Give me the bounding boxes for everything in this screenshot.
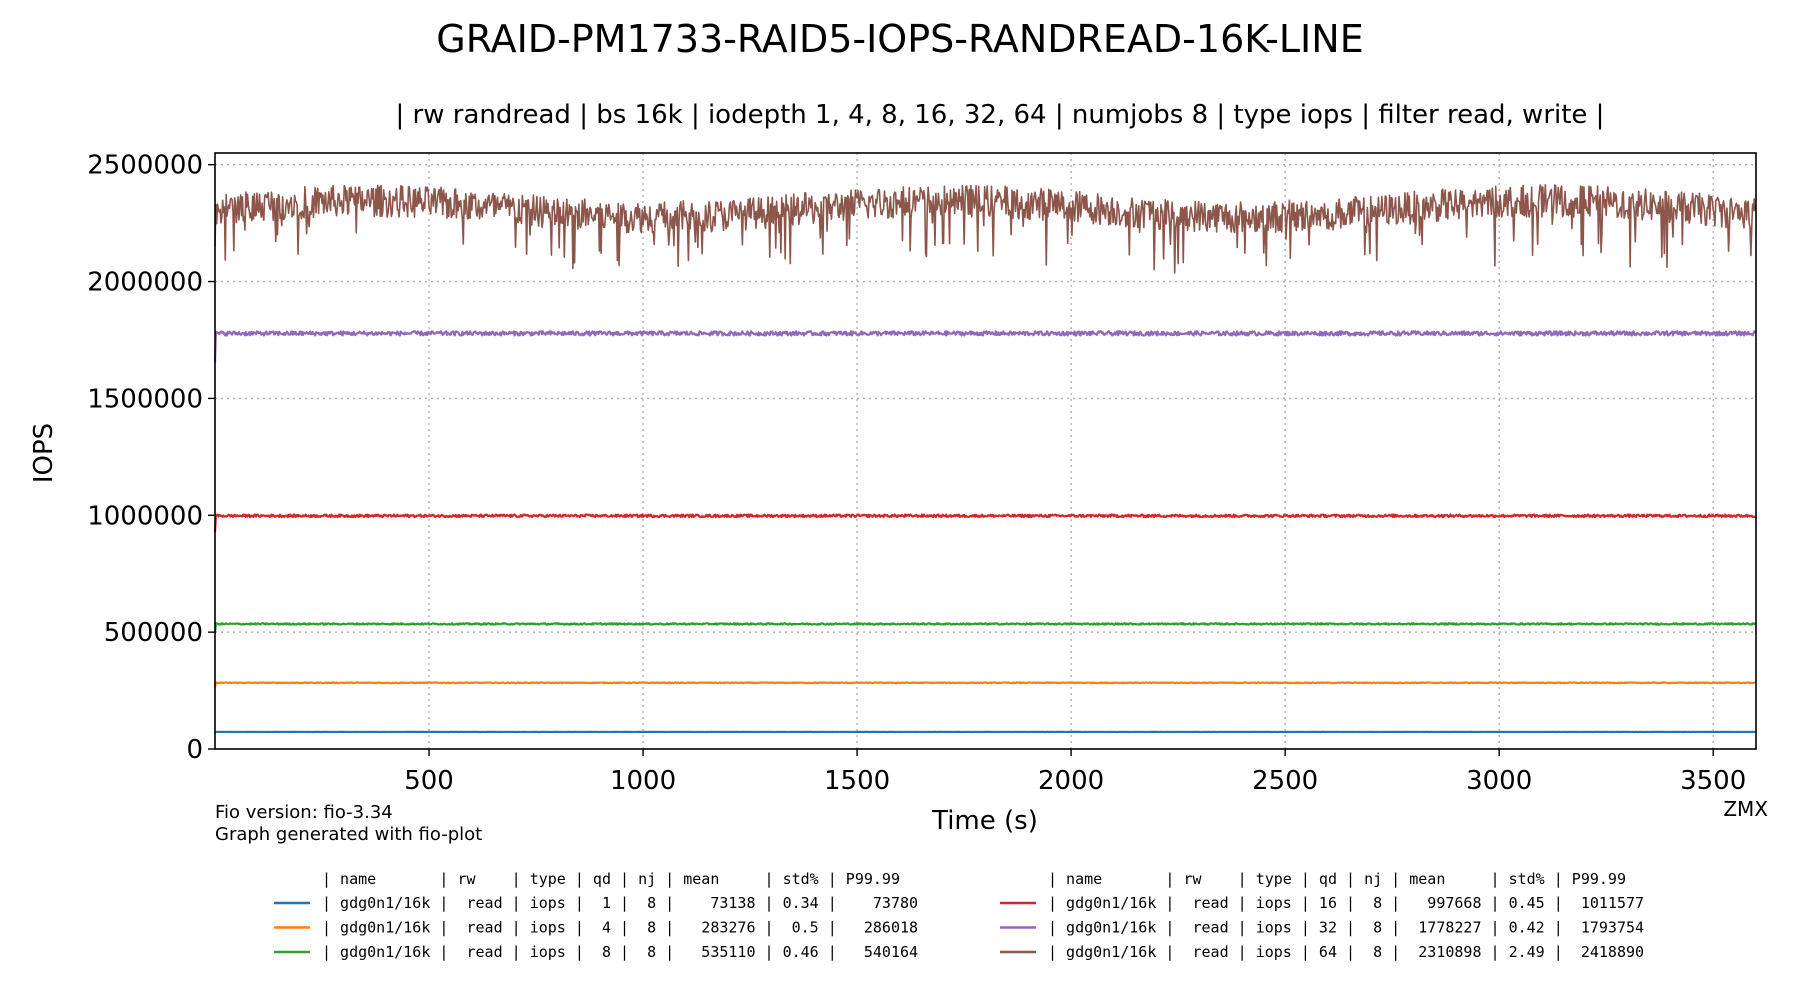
- series-line-3: [213, 513, 1757, 533]
- legend-row: | gdg0n1/16k | read | iops | 64 | 8 | 23…: [1048, 943, 1644, 961]
- legend-row: | gdg0n1/16k | read | iops | 1 | 8 | 731…: [322, 894, 918, 912]
- series-line-5: [214, 184, 1757, 274]
- y-tick-label: 0: [186, 735, 203, 765]
- y-tick-label: 1000000: [87, 501, 203, 531]
- x-tick-label: 3500: [1680, 766, 1746, 796]
- series-line-2: [213, 622, 1757, 633]
- series-line-1: [213, 681, 1757, 688]
- x-axis-ticks: 500 1000 1500 2000 2500 3000 3500: [404, 749, 1746, 796]
- grid-lines: [215, 153, 1756, 749]
- y-axis-ticks: 0 500000 1000000 1500000 2000000 2500000: [87, 151, 215, 765]
- legend-row: | gdg0n1/16k | read | iops | 4 | 8 | 283…: [322, 919, 918, 937]
- x-tick-label: 1500: [824, 766, 890, 796]
- y-tick-label: 2000000: [87, 268, 203, 298]
- x-tick-label: 2500: [1252, 766, 1318, 796]
- watermark: ZMX: [1723, 797, 1768, 821]
- footnote-generator: Graph generated with fio-plot: [215, 824, 482, 845]
- footnote-fio-version: Fio version: fio-3.34: [215, 802, 393, 823]
- legend-header: | name | rw | type | qd | nj | mean | st…: [322, 870, 900, 888]
- y-tick-label: 500000: [104, 618, 203, 648]
- x-tick-label: 1000: [610, 766, 676, 796]
- x-axis-label: Time (s): [931, 806, 1038, 836]
- y-tick-label: 1500000: [87, 384, 203, 414]
- legend-row: | gdg0n1/16k | read | iops | 32 | 8 | 17…: [1048, 919, 1644, 937]
- legend-row: | gdg0n1/16k | read | iops | 8 | 8 | 535…: [322, 943, 918, 961]
- x-tick-label: 500: [404, 766, 454, 796]
- legend-row: | gdg0n1/16k | read | iops | 16 | 8 | 99…: [1048, 894, 1644, 912]
- legend: | name | rw | type | qd | nj | mean | st…: [274, 870, 1644, 961]
- y-axis-label: IOPS: [29, 423, 59, 483]
- series-line-0: [214, 730, 1757, 734]
- series-line-4: [213, 330, 1757, 363]
- chart-title: GRAID-PM1733-RAID5-IOPS-RANDREAD-16K-LIN…: [436, 17, 1363, 61]
- y-tick-label: 2500000: [87, 151, 203, 181]
- chart-subtitle: | rw randread | bs 16k | iodepth 1, 4, 8…: [396, 100, 1605, 130]
- x-tick-label: 2000: [1038, 766, 1104, 796]
- plot-frame: [214, 152, 1757, 750]
- series-layer: [213, 184, 1757, 734]
- x-tick-label: 3000: [1466, 766, 1532, 796]
- legend-header: | name | rw | type | qd | nj | mean | st…: [1048, 870, 1626, 888]
